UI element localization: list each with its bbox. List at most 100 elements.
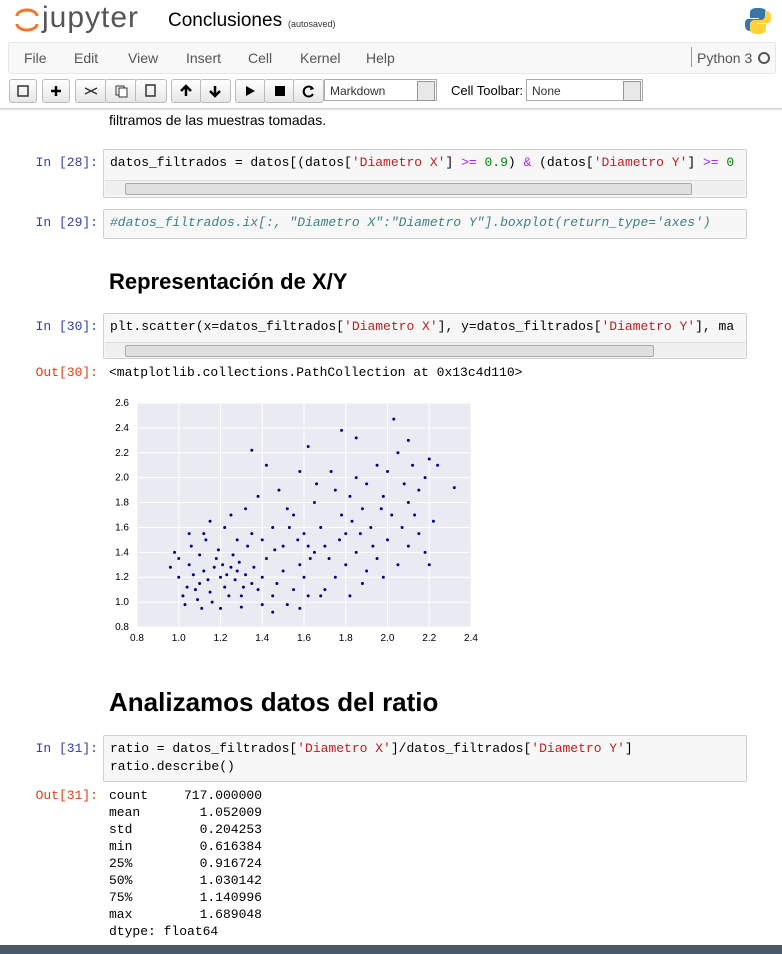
x-tick-label: 1.2 [214, 633, 228, 644]
move-up-button[interactable] [171, 79, 202, 103]
code-input[interactable]: plt.scatter(x=datos_filtrados['Diametro … [103, 313, 747, 359]
heading: Analizamos datos del ratio [109, 687, 439, 717]
restart-button[interactable] [293, 79, 324, 103]
point [411, 463, 415, 467]
code-line: plt.scatter(x=datos_filtrados['Diametro … [110, 319, 734, 334]
cell-type-select[interactable]: Markdown [324, 79, 437, 101]
point [302, 575, 306, 579]
input-prompt: In [28]: [35, 155, 98, 170]
point [298, 469, 302, 473]
point [354, 550, 358, 554]
code-input[interactable]: ratio = datos_filtrados['Diametro X']/da… [103, 735, 747, 782]
code-token: ], ma [695, 319, 735, 334]
point [281, 569, 285, 573]
point [417, 488, 421, 492]
output-dtype: dtype: float64 [109, 924, 219, 939]
point [204, 538, 208, 542]
menu-item[interactable]: View [128, 50, 159, 66]
autosave-status: (autosaved) [288, 19, 336, 29]
output-text: <matplotlib.collections.PathCollection a… [109, 365, 523, 380]
point [239, 594, 243, 598]
input-prompt: In [30]: [35, 319, 98, 334]
point [298, 563, 302, 567]
paste-button[interactable] [135, 79, 167, 103]
point [271, 594, 275, 598]
move-down-button[interactable] [200, 79, 231, 103]
point [250, 448, 254, 452]
point [252, 565, 256, 569]
cell-type: Markdown [330, 84, 386, 98]
x-tick-label: 1.8 [339, 633, 353, 644]
point [208, 590, 212, 594]
point [256, 494, 260, 498]
point [285, 507, 289, 511]
row-value: 0.204253 [199, 822, 262, 837]
point [193, 588, 197, 592]
point [181, 594, 185, 598]
menu-item[interactable]: Help [366, 50, 395, 66]
point [298, 606, 302, 610]
x-tick-label: 1.4 [255, 633, 269, 644]
point [360, 507, 364, 511]
header-shadow [0, 108, 782, 111]
code-input[interactable]: #datos_filtrados.ix[:, "Diametro X":"Dia… [103, 209, 747, 239]
insert-button[interactable] [42, 79, 70, 103]
point [306, 544, 310, 548]
code-line: datos_filtrados = datos[(datos['Diametro… [110, 155, 734, 170]
code-token: ] [687, 155, 703, 170]
point [189, 544, 193, 548]
code-token: 'Diametro Y' [601, 319, 696, 334]
point [365, 482, 369, 486]
point [264, 463, 268, 467]
x-tick-label: 0.8 [130, 633, 144, 644]
y-tick-label: 2.4 [115, 423, 129, 434]
point [200, 606, 204, 610]
point [187, 563, 191, 567]
code-input[interactable]: datos_filtrados = datos[(datos['Diametro… [103, 149, 747, 198]
point [198, 581, 202, 585]
x-tick-label: 2.2 [422, 633, 436, 644]
stop-button[interactable] [264, 79, 295, 103]
x-tick-label: 2.4 [464, 633, 478, 644]
code-token: #datos_filtrados.ix[:, "Diametro X":"Dia… [110, 215, 711, 230]
y-tick-label: 1.0 [115, 597, 129, 608]
code-token: 'Diametro X' [344, 319, 438, 334]
code-token: 'Diametro X' [351, 155, 446, 170]
menu-item[interactable]: Kernel [300, 50, 341, 66]
row-value: 1.689048 [199, 907, 262, 922]
point [277, 488, 281, 492]
row-value: 0.916724 [199, 856, 262, 871]
point [386, 538, 389, 542]
menu-item[interactable]: File [24, 50, 47, 66]
point [229, 565, 233, 569]
cut-button[interactable] [75, 79, 107, 103]
x-tick-label: 1.0 [172, 633, 186, 644]
point [396, 563, 400, 567]
row-label: mean [109, 805, 141, 820]
point [350, 519, 354, 523]
code-token: (datos[ [531, 155, 594, 170]
point [198, 553, 202, 557]
point [221, 563, 225, 567]
point [348, 494, 352, 498]
point [406, 501, 410, 505]
point [319, 525, 323, 529]
point [390, 513, 394, 517]
point [306, 445, 310, 449]
point [219, 575, 222, 579]
row-value: 1.030142 [199, 873, 262, 888]
y-tick-label: 1.8 [115, 498, 129, 509]
menu-item[interactable]: Cell [248, 50, 273, 66]
cell-toolbar-select[interactable]: None [526, 79, 643, 101]
row-label: min [109, 839, 133, 854]
copy-button[interactable] [105, 79, 137, 103]
notebook-name[interactable]: Conclusiones [168, 10, 283, 31]
output-prompt: Out[31]: [35, 788, 98, 803]
heading: Representación de X/Y [109, 269, 348, 294]
save-button[interactable] [9, 79, 37, 103]
run-button[interactable] [235, 79, 266, 103]
y-tick-label: 2.2 [115, 448, 129, 459]
menu-item[interactable]: Insert [186, 50, 222, 66]
point [210, 600, 214, 604]
menu-item[interactable]: Edit [74, 50, 99, 66]
